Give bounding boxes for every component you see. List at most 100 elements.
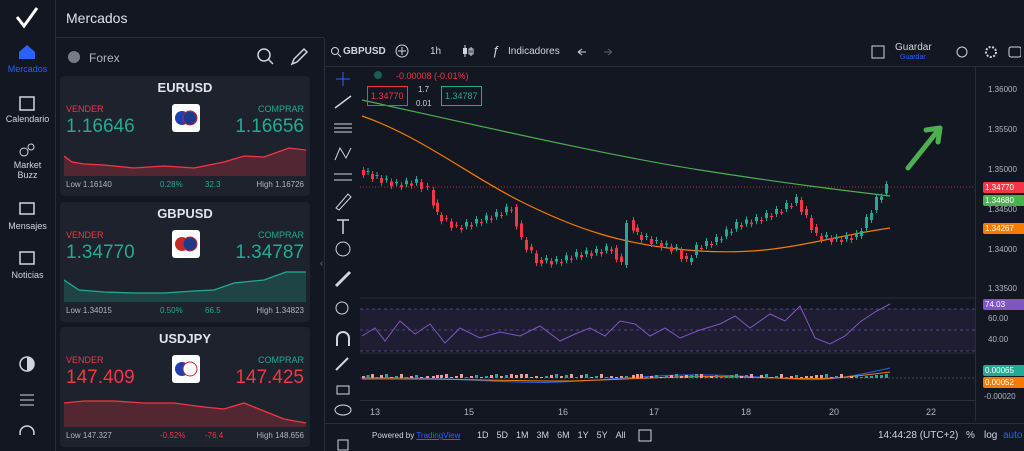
buy-price: 147.425	[235, 367, 304, 388]
candle	[385, 178, 388, 180]
macd-bar	[765, 374, 768, 378]
layout-icon[interactable]	[871, 45, 885, 59]
candle	[420, 182, 423, 189]
sell-price: 147.409	[66, 367, 135, 388]
percent-toggle[interactable]: %	[966, 430, 975, 441]
market-card[interactable]: EURUSD VENDER 1.16646 COMPRAR 1.16656 Low 1.1…	[60, 76, 310, 196]
candle	[405, 180, 408, 185]
undo-redo[interactable]	[575, 46, 615, 58]
candle	[700, 248, 703, 249]
candle	[555, 259, 558, 262]
candle-icon[interactable]	[461, 44, 475, 58]
change-pips: 32.3	[205, 180, 221, 189]
market-card[interactable]: GBPUSD VENDER 1.34770 COMPRAR 1.34787 Low 1.3…	[60, 202, 310, 322]
candle	[515, 207, 518, 227]
save[interactable]: Guardar	[895, 42, 932, 53]
nav-item[interactable]: Mensajes	[8, 221, 47, 231]
symbol[interactable]: GBPUSD	[343, 46, 386, 57]
candle	[380, 178, 383, 183]
tab[interactable]: Forex	[89, 51, 120, 65]
range-button[interactable]: 1M	[516, 430, 529, 440]
nav-icon	[19, 202, 35, 215]
indicators[interactable]: Indicadores	[508, 46, 560, 57]
date-icon[interactable]	[638, 428, 652, 442]
fx-icon: ƒ	[492, 43, 500, 58]
range-button[interactable]: 1D	[477, 430, 489, 440]
high: High 1.16726	[256, 180, 304, 189]
macd-bar	[440, 375, 443, 378]
macd-bar	[820, 375, 823, 378]
sell-label: VENDER	[66, 230, 104, 240]
candle	[730, 231, 733, 233]
time-axis-label: 20	[829, 407, 840, 417]
macd-bar	[395, 376, 398, 378]
macd-bar	[636, 374, 639, 378]
candle	[585, 250, 588, 255]
candle	[550, 261, 553, 265]
interval[interactable]: 1h	[430, 46, 442, 57]
nav-item[interactable]: Mercados	[7, 64, 48, 74]
macd-bar	[825, 374, 828, 378]
drawing-tools[interactable]	[328, 68, 358, 451]
candle	[680, 250, 683, 259]
candle	[655, 240, 658, 241]
macd-bar	[505, 375, 508, 378]
macd-bar	[760, 375, 763, 378]
buy-price: 1.16656	[235, 116, 304, 137]
toolbar-icons[interactable]	[955, 44, 1021, 60]
sell-label: VENDER	[66, 355, 104, 365]
time-axis-label: 16	[558, 407, 569, 417]
brand-link[interactable]: TradingView	[416, 431, 461, 440]
save-sub: Guardar	[900, 54, 926, 61]
powered: Powered by TradingView	[372, 431, 460, 440]
range-button[interactable]: 3M	[536, 430, 550, 440]
nav-item[interactable]: Noticias	[11, 270, 44, 280]
market-card[interactable]: USDJPY VENDER 147.409 COMPRAR 147.425 Low 147…	[60, 327, 310, 447]
candle	[850, 238, 853, 240]
range-button[interactable]: 6M	[557, 430, 570, 440]
macd-bar	[795, 375, 798, 378]
macd-bar	[400, 374, 403, 378]
auto-toggle[interactable]: auto	[1003, 430, 1023, 441]
candle	[745, 219, 748, 224]
candle	[632, 220, 635, 231]
candle	[440, 215, 443, 222]
macd-bar	[680, 376, 683, 378]
spread: 0.01	[416, 99, 432, 108]
candle	[800, 200, 803, 212]
price-chart	[360, 99, 975, 383]
add-icon[interactable]	[395, 44, 409, 58]
price-axis-label: 1.33500	[988, 284, 1017, 293]
sell-button[interactable]: 1.34770	[367, 86, 408, 106]
collapse[interactable]: ‹	[320, 258, 323, 268]
range-button[interactable]: 1Y	[577, 430, 589, 440]
candle	[725, 229, 728, 237]
candle	[495, 212, 498, 217]
macd-bar	[785, 377, 788, 378]
candle	[445, 218, 448, 220]
macd-bar	[870, 376, 873, 378]
nav-item[interactable]: Calendario	[5, 114, 50, 124]
candle	[465, 222, 468, 227]
macd-bar	[520, 374, 523, 378]
price-axis-label: 1.36000	[988, 85, 1017, 94]
symbol: USDJPY	[158, 331, 212, 346]
log-toggle[interactable]: log	[984, 430, 998, 441]
macd-bar	[540, 377, 543, 378]
macd-bar	[610, 376, 613, 378]
nav-item[interactable]: Market Buzz	[13, 160, 42, 180]
macd-bar	[605, 377, 608, 378]
candle	[410, 183, 413, 186]
candle	[870, 213, 873, 220]
buy-button[interactable]: 1.34787	[441, 86, 482, 106]
time-axis-label: 15	[464, 407, 475, 417]
candle	[810, 218, 813, 230]
macd-bar	[705, 377, 708, 378]
range-button[interactable]: All	[615, 430, 626, 440]
range-button[interactable]: 5D	[496, 430, 509, 440]
macd-bar	[385, 374, 388, 378]
candle	[520, 223, 523, 237]
candle	[390, 181, 393, 187]
range-button[interactable]: 5Y	[596, 430, 608, 440]
spread: 1.7	[418, 85, 430, 94]
